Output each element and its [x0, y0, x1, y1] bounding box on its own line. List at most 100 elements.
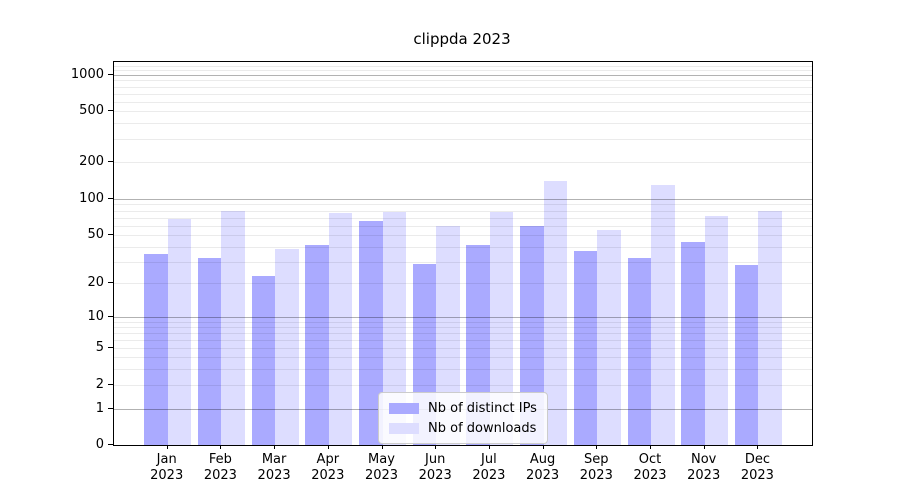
y-tick-mark: [108, 234, 113, 235]
y-tick-label: 500: [79, 103, 104, 118]
x-tick-mark: [703, 445, 705, 449]
gridline-minor: [114, 80, 812, 82]
x-tick-mark: [542, 445, 544, 449]
gridline-minor: [114, 65, 812, 67]
x-tick-label-mar: Mar 2023: [257, 452, 291, 483]
bar-distinct-ips-apr: [305, 245, 329, 445]
y-tick-label: 50: [87, 227, 104, 242]
y-tick-label: 0: [95, 437, 104, 452]
y-tick-mark: [108, 408, 113, 409]
legend: Nb of distinct IPs Nb of downloads: [378, 392, 548, 444]
bar-downloads-dec: [758, 210, 782, 445]
gridline-minor: [114, 101, 812, 103]
bar-distinct-ips-aug: [520, 226, 544, 445]
gridline-minor: [114, 235, 812, 236]
bar-distinct-ips-jan: [144, 253, 168, 445]
x-tick-label-apr: Apr 2023: [311, 452, 345, 483]
x-tick-label-jan: Jan 2023: [150, 452, 184, 483]
gridline-minor: [114, 348, 812, 349]
x-tick-mark: [274, 445, 276, 449]
gridline-minor: [114, 225, 812, 227]
bar-distinct-ips-may: [359, 220, 383, 445]
bar-downloads-mar: [275, 249, 299, 445]
gridline-minor: [114, 357, 812, 358]
bar-downloads-oct: [651, 185, 675, 445]
x-tick-label-feb: Feb 2023: [203, 452, 237, 483]
gridline-minor: [114, 339, 812, 341]
x-tick-label-aug: Aug 2023: [526, 452, 560, 483]
y-tick-label: 20: [87, 275, 104, 290]
gridline-minor: [114, 217, 812, 219]
gridline-minor: [114, 321, 812, 323]
x-tick-label-may: May 2023: [364, 452, 399, 483]
gridline-minor: [114, 111, 812, 112]
y-tick-mark: [108, 316, 113, 317]
gridline-minor: [114, 210, 812, 212]
legend-item-downloads: Nb of downloads: [389, 418, 537, 438]
bar-downloads-may: [382, 211, 406, 445]
y-tick-label: 100: [79, 191, 104, 206]
legend-label-distinct-ips: Nb of distinct IPs: [428, 400, 537, 416]
gridline-minor: [114, 246, 812, 248]
y-tick-label: 5: [95, 340, 104, 355]
gridline-minor: [114, 283, 812, 284]
x-tick-label-dec: Dec 2023: [740, 452, 774, 483]
bar-downloads-nov: [704, 216, 729, 445]
legend-swatch-distinct-ips: [389, 402, 419, 414]
gridline-minor: [114, 86, 812, 88]
y-tick-label: 200: [79, 154, 104, 169]
gridline-minor: [114, 93, 812, 95]
y-tick-mark: [108, 444, 113, 445]
bar-distinct-ips-dec: [734, 265, 759, 445]
x-tick-label-jul: Jul 2023: [472, 452, 506, 483]
x-tick-mark: [650, 445, 651, 449]
gridline-minor: [114, 123, 812, 125]
x-tick-mark: [220, 445, 222, 449]
bar-distinct-ips-oct: [627, 258, 651, 445]
x-tick-mark: [757, 445, 759, 449]
bar-downloads-jan: [167, 219, 192, 445]
y-tick-mark: [108, 198, 113, 199]
bar-downloads-jun: [436, 225, 460, 445]
gridline-minor: [114, 332, 812, 334]
bar-downloads-aug: [543, 181, 568, 445]
gridline-minor: [114, 70, 812, 72]
bar-distinct-ips-mar: [251, 275, 276, 445]
gridline-minor: [114, 326, 812, 328]
gridline-major: [114, 75, 812, 76]
y-tick-label: 1000: [70, 67, 104, 82]
bar-downloads-jul: [489, 211, 514, 445]
x-tick-mark: [596, 445, 598, 449]
x-tick-label-jun: Jun 2023: [418, 452, 452, 483]
y-tick-mark: [108, 282, 113, 283]
y-tick-label: 1: [95, 401, 104, 416]
x-tick-mark: [327, 445, 329, 449]
gridline-major: [114, 317, 812, 318]
legend-item-distinct-ips: Nb of distinct IPs: [389, 398, 537, 418]
gridline-minor: [114, 385, 812, 386]
gridline-minor: [114, 139, 812, 141]
bar-downloads-feb: [221, 210, 245, 445]
plot-area: [113, 61, 813, 446]
x-tick-mark: [381, 445, 383, 449]
gridline-minor: [114, 261, 812, 263]
gridline-minor: [114, 162, 812, 163]
gridline-minor: [114, 204, 812, 206]
bar-distinct-ips-feb: [197, 258, 222, 445]
x-tick-mark: [166, 445, 168, 449]
y-tick-label: 2: [95, 377, 104, 392]
bar-distinct-ips-sep: [573, 250, 598, 445]
gridline-major: [114, 199, 812, 200]
y-tick-label: 10: [87, 309, 104, 324]
bar-distinct-ips-nov: [681, 241, 705, 445]
y-tick-mark: [108, 161, 113, 162]
bar-downloads-apr: [328, 213, 353, 445]
x-tick-label-nov: Nov 2023: [687, 452, 721, 483]
y-tick-mark: [108, 110, 113, 111]
x-tick-label-sep: Sep 2023: [579, 452, 613, 483]
y-tick-mark: [108, 384, 113, 385]
x-tick-mark: [488, 445, 490, 449]
chart-title: clippda 2023: [413, 30, 511, 48]
legend-label-downloads: Nb of downloads: [428, 420, 537, 436]
